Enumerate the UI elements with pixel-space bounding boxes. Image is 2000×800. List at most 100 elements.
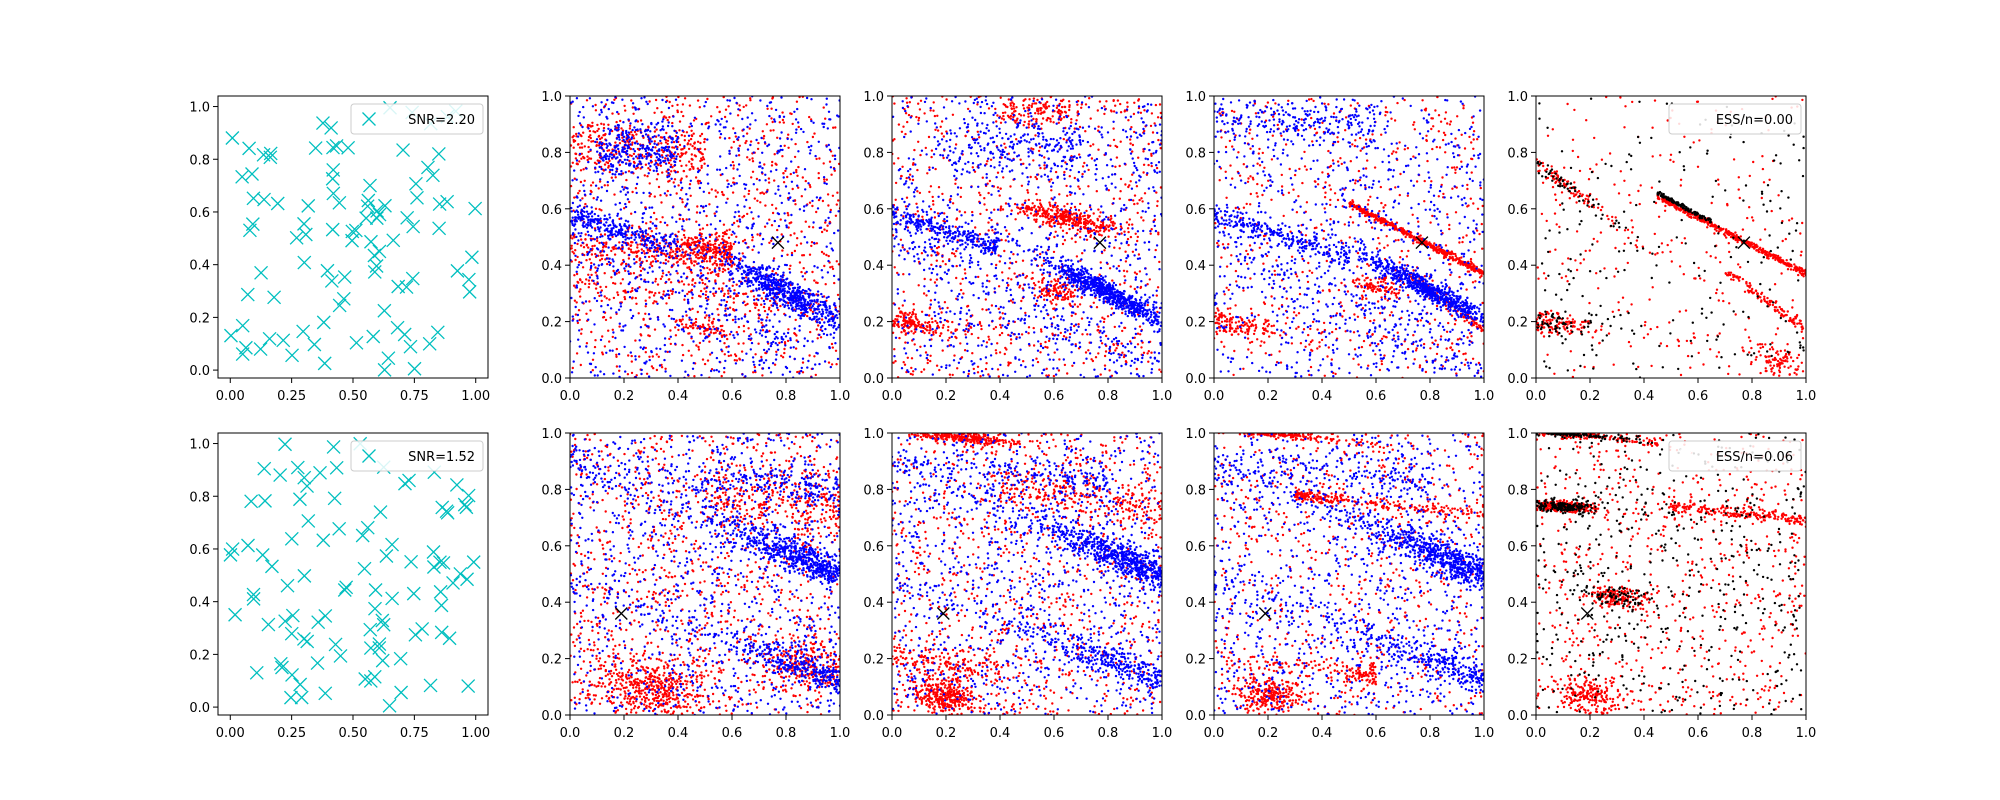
point <box>587 218 590 222</box>
point <box>667 159 670 162</box>
point <box>581 209 584 213</box>
point <box>669 335 672 338</box>
point <box>649 148 653 152</box>
point <box>586 351 590 354</box>
point <box>584 238 587 241</box>
point <box>1131 143 1135 147</box>
point <box>699 159 702 163</box>
point <box>896 271 899 275</box>
point <box>735 359 739 362</box>
point <box>572 140 576 143</box>
point <box>774 342 777 345</box>
point <box>794 203 797 206</box>
point <box>1103 317 1106 321</box>
point <box>802 254 806 257</box>
point <box>627 257 631 260</box>
point <box>653 140 656 143</box>
point <box>741 373 744 376</box>
point <box>919 345 922 348</box>
point <box>704 337 707 340</box>
point <box>828 345 831 349</box>
point <box>830 363 834 366</box>
point <box>709 249 712 253</box>
point <box>653 300 656 303</box>
point <box>581 281 584 284</box>
point <box>979 375 982 378</box>
point <box>748 127 751 130</box>
point <box>731 160 735 164</box>
point <box>1099 261 1102 264</box>
point <box>724 307 727 310</box>
point <box>579 124 583 127</box>
point <box>905 97 908 100</box>
x-marker-icon <box>425 168 440 183</box>
point <box>699 246 703 249</box>
point <box>611 156 614 159</box>
point <box>804 272 807 275</box>
point <box>637 312 640 315</box>
point <box>768 114 771 118</box>
point <box>1001 208 1005 211</box>
point <box>988 179 992 183</box>
point <box>1026 191 1030 194</box>
point <box>581 218 585 221</box>
point <box>570 165 573 168</box>
point <box>725 201 728 204</box>
point <box>583 225 587 228</box>
point <box>706 272 710 275</box>
point <box>673 240 676 243</box>
point <box>802 298 806 301</box>
point <box>575 235 578 239</box>
point <box>763 141 767 144</box>
point <box>587 215 590 218</box>
point <box>686 245 689 248</box>
point <box>746 227 750 230</box>
point <box>681 353 685 357</box>
point <box>683 134 686 138</box>
point <box>671 104 674 108</box>
point <box>707 121 710 124</box>
x-marker-icon <box>242 141 257 156</box>
point <box>742 269 745 272</box>
point <box>751 248 754 252</box>
point <box>741 240 745 243</box>
point <box>627 118 630 121</box>
point <box>1005 229 1008 232</box>
point <box>766 330 769 333</box>
point <box>798 208 802 211</box>
point <box>772 257 776 260</box>
point <box>936 212 940 215</box>
point <box>769 129 772 132</box>
point <box>795 307 798 310</box>
point <box>807 145 811 149</box>
point <box>786 339 790 343</box>
point <box>780 354 783 357</box>
point <box>766 297 769 301</box>
point <box>691 252 695 255</box>
point <box>733 232 736 235</box>
point <box>825 245 828 248</box>
point <box>630 154 633 158</box>
point <box>602 250 606 253</box>
point <box>700 157 703 160</box>
point <box>819 303 822 307</box>
point <box>719 332 722 335</box>
point <box>653 130 657 133</box>
point <box>647 126 650 129</box>
point <box>768 319 771 322</box>
point <box>580 142 583 145</box>
point <box>779 194 782 197</box>
point <box>706 223 709 227</box>
point <box>668 337 671 341</box>
point <box>708 260 712 263</box>
point <box>610 276 613 279</box>
point <box>688 254 692 257</box>
point <box>671 264 674 267</box>
point <box>773 337 777 340</box>
point <box>761 264 764 267</box>
point <box>897 157 900 160</box>
point <box>825 182 828 186</box>
point <box>689 194 692 197</box>
point <box>717 287 721 290</box>
point <box>1050 189 1053 192</box>
